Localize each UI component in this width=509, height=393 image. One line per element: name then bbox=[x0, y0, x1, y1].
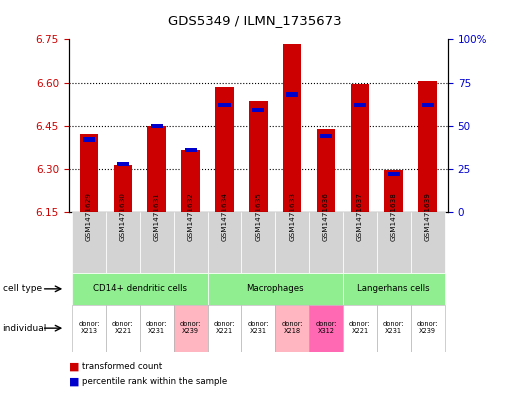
Text: donor:
X231: donor: X231 bbox=[247, 321, 269, 334]
Bar bbox=[320, 134, 332, 138]
Bar bbox=[208, 305, 241, 352]
Bar bbox=[174, 212, 208, 273]
Bar bbox=[215, 87, 234, 212]
Bar bbox=[411, 305, 444, 352]
Bar bbox=[181, 150, 200, 212]
Text: cell type: cell type bbox=[3, 285, 42, 293]
Text: donor:
X221: donor: X221 bbox=[349, 321, 371, 334]
Bar bbox=[384, 171, 403, 212]
Text: CD14+ dendritic cells: CD14+ dendritic cells bbox=[93, 285, 187, 293]
Bar bbox=[80, 134, 98, 212]
Text: donor:
X221: donor: X221 bbox=[112, 321, 134, 334]
Text: GDS5349 / ILMN_1735673: GDS5349 / ILMN_1735673 bbox=[167, 14, 342, 27]
Text: GSM1471635: GSM1471635 bbox=[256, 193, 261, 241]
Text: donor:
X231: donor: X231 bbox=[146, 321, 167, 334]
Bar bbox=[208, 212, 241, 273]
Text: GSM1471634: GSM1471634 bbox=[221, 193, 228, 241]
Bar bbox=[140, 212, 174, 273]
Text: ■: ■ bbox=[69, 376, 79, 386]
Text: GSM1471639: GSM1471639 bbox=[425, 193, 431, 241]
Text: percentile rank within the sample: percentile rank within the sample bbox=[82, 377, 228, 386]
Bar bbox=[151, 124, 163, 128]
Text: Langerhans cells: Langerhans cells bbox=[357, 285, 430, 293]
Bar bbox=[218, 103, 231, 107]
Text: donor:
X218: donor: X218 bbox=[281, 321, 303, 334]
Bar bbox=[275, 305, 309, 352]
Text: GSM1471633: GSM1471633 bbox=[289, 193, 295, 241]
Bar bbox=[351, 84, 369, 212]
Bar bbox=[343, 305, 377, 352]
Bar bbox=[106, 305, 140, 352]
Text: donor:
X312: donor: X312 bbox=[315, 321, 337, 334]
Bar bbox=[418, 81, 437, 212]
Bar bbox=[72, 305, 106, 352]
Text: donor:
X231: donor: X231 bbox=[383, 321, 405, 334]
Text: GSM1471629: GSM1471629 bbox=[86, 193, 92, 241]
Text: individual: individual bbox=[3, 324, 47, 332]
Bar bbox=[241, 212, 275, 273]
Text: transformed count: transformed count bbox=[82, 362, 163, 371]
Bar bbox=[174, 305, 208, 352]
Bar bbox=[354, 103, 366, 107]
Text: GSM1471637: GSM1471637 bbox=[357, 193, 363, 241]
Text: GSM1471632: GSM1471632 bbox=[188, 193, 193, 241]
Bar bbox=[83, 138, 95, 142]
Bar bbox=[309, 212, 343, 273]
Bar bbox=[309, 305, 343, 352]
Bar bbox=[283, 44, 301, 212]
Bar bbox=[72, 273, 208, 305]
Bar bbox=[72, 212, 106, 273]
Text: GSM1471638: GSM1471638 bbox=[391, 193, 397, 241]
Bar bbox=[249, 101, 268, 212]
Bar bbox=[114, 165, 132, 212]
Bar bbox=[252, 108, 264, 112]
Bar bbox=[343, 273, 444, 305]
Bar bbox=[117, 162, 129, 166]
Text: ■: ■ bbox=[69, 361, 79, 371]
Bar bbox=[286, 92, 298, 97]
Bar bbox=[241, 305, 275, 352]
Text: GSM1471630: GSM1471630 bbox=[120, 193, 126, 241]
Bar bbox=[377, 305, 411, 352]
Bar bbox=[343, 212, 377, 273]
Text: donor:
X239: donor: X239 bbox=[180, 321, 202, 334]
Bar bbox=[106, 212, 140, 273]
Bar bbox=[275, 212, 309, 273]
Text: GSM1471636: GSM1471636 bbox=[323, 193, 329, 241]
Bar bbox=[377, 212, 411, 273]
Bar bbox=[140, 305, 174, 352]
Bar bbox=[411, 212, 444, 273]
Bar bbox=[185, 148, 196, 152]
Text: donor:
X213: donor: X213 bbox=[78, 321, 100, 334]
Bar bbox=[317, 129, 335, 212]
Text: Macrophages: Macrophages bbox=[246, 285, 304, 293]
Bar bbox=[388, 172, 400, 176]
Text: donor:
X239: donor: X239 bbox=[417, 321, 438, 334]
Bar bbox=[208, 273, 343, 305]
Bar bbox=[148, 126, 166, 212]
Text: donor:
X221: donor: X221 bbox=[214, 321, 235, 334]
Bar bbox=[421, 103, 434, 107]
Text: GSM1471631: GSM1471631 bbox=[154, 193, 160, 241]
